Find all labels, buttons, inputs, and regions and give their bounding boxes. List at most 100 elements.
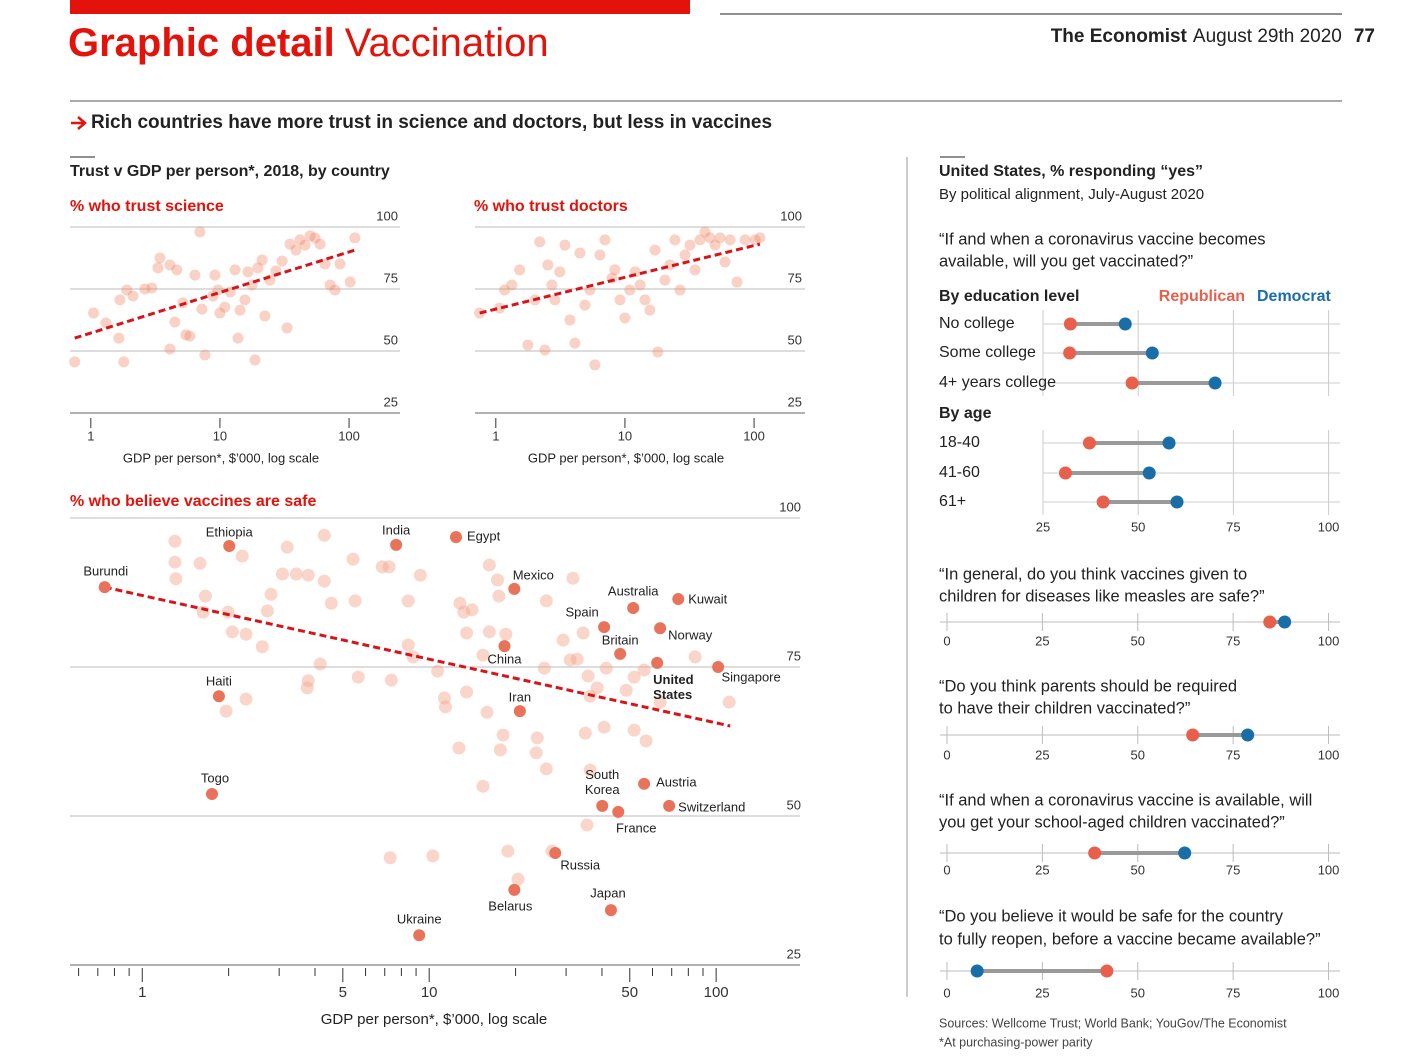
point — [249, 354, 261, 366]
highlight-point — [654, 622, 667, 635]
point — [639, 294, 651, 306]
footnote: *At purchasing-power parity — [939, 1035, 1093, 1049]
point — [546, 279, 558, 291]
x-tick-label: 50 — [1131, 747, 1145, 762]
point — [614, 294, 626, 306]
country-label: Singapore — [721, 669, 780, 684]
x-tick-label: 1 — [492, 428, 499, 443]
point — [351, 670, 365, 684]
x-tick-label: 25 — [1035, 985, 1049, 1000]
point — [714, 232, 726, 244]
row-label: Some college — [939, 344, 1036, 361]
topic-name: Vaccination — [345, 21, 549, 65]
point — [239, 627, 253, 641]
country-label: Ethiopia — [206, 524, 254, 539]
question: “Do you think parents should be required — [939, 677, 1237, 695]
point — [317, 528, 331, 542]
point — [146, 282, 158, 294]
highlight-point — [627, 601, 640, 614]
legend-label: Republican — [1159, 288, 1245, 305]
row-label: 61+ — [939, 493, 966, 510]
point — [709, 239, 721, 251]
point — [499, 284, 511, 296]
point — [255, 640, 269, 654]
point — [566, 571, 580, 585]
point — [349, 232, 361, 244]
highlight-point — [663, 799, 676, 812]
point — [599, 234, 611, 246]
point — [290, 244, 302, 256]
country-label: South Korea — [584, 766, 620, 797]
dot — [1186, 728, 1200, 742]
point — [229, 264, 241, 276]
highlight-point — [604, 904, 617, 917]
point — [659, 274, 671, 286]
highlight-point — [672, 593, 685, 606]
point — [722, 695, 736, 709]
point — [348, 594, 362, 608]
point — [653, 695, 667, 709]
point — [492, 589, 506, 603]
x-tick-label: 100 — [1318, 747, 1340, 762]
point — [193, 556, 207, 570]
point — [189, 269, 201, 281]
point — [674, 284, 686, 296]
point — [100, 317, 112, 329]
highlight-point — [413, 929, 426, 942]
row-label: No college — [939, 315, 1015, 332]
row-label: 4+ years college — [939, 374, 1056, 391]
highlight-point — [390, 538, 403, 551]
point — [214, 307, 226, 319]
highlight-point — [513, 705, 526, 718]
highlight-point — [598, 621, 611, 634]
section-heading: Graphic detail Vaccination — [68, 21, 549, 65]
point — [537, 661, 551, 675]
point — [314, 238, 326, 250]
point — [242, 266, 254, 278]
point — [289, 567, 303, 581]
dot — [1058, 466, 1072, 480]
point — [583, 763, 597, 777]
dot — [1263, 615, 1277, 629]
country-label: Iran — [509, 690, 531, 705]
point — [619, 312, 631, 324]
point — [689, 264, 701, 276]
highlight-point — [212, 690, 225, 703]
point — [439, 700, 453, 714]
label-box: United States — [653, 671, 694, 702]
x-tick-label: 25 — [1035, 633, 1049, 648]
x-tick-label: 100 — [1318, 862, 1340, 877]
red-bar — [70, 0, 690, 14]
point — [317, 574, 331, 588]
point — [239, 294, 251, 306]
row-label: 41-60 — [939, 464, 980, 481]
dot — [1082, 436, 1096, 450]
x-tick-label: 0 — [943, 985, 950, 1000]
point — [334, 258, 346, 270]
highlight-point — [549, 846, 562, 859]
point — [184, 330, 196, 342]
point — [749, 234, 761, 246]
legend-label: Democrat — [1257, 288, 1331, 305]
point — [194, 226, 206, 238]
point — [209, 269, 221, 281]
country-label: Mexico — [513, 567, 554, 582]
highlight-point — [498, 640, 511, 653]
dot — [1162, 436, 1176, 450]
point — [453, 596, 467, 610]
trend-line — [104, 585, 731, 728]
point — [114, 294, 126, 306]
point — [324, 596, 338, 610]
x-tick-label: 75 — [1226, 862, 1240, 877]
x-axis-label: GDP per person*, $’000, log scale — [123, 450, 319, 465]
highlight-point — [508, 883, 521, 896]
highlight-point — [508, 582, 521, 595]
x-tick-label: 5 — [339, 984, 347, 1001]
point — [724, 234, 736, 246]
point — [431, 664, 445, 678]
point — [609, 264, 621, 276]
country-label: United States — [653, 671, 694, 702]
point — [754, 232, 766, 244]
